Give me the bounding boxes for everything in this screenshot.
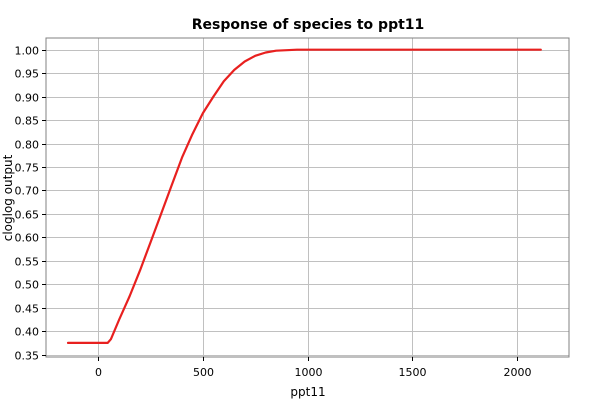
y-tick-label: 0.90 xyxy=(15,92,40,105)
x-tick-label: 500 xyxy=(193,366,214,379)
y-tick-label: 0.85 xyxy=(15,115,40,128)
x-axis-label: ppt11 xyxy=(290,385,325,399)
x-tick-label: 1500 xyxy=(399,366,427,379)
x-tick-label: 2000 xyxy=(504,366,532,379)
chart-title: Response of species to ppt11 xyxy=(192,17,425,33)
y-tick-label: 0.80 xyxy=(15,139,40,152)
y-tick-label: 0.35 xyxy=(15,350,40,363)
y-tick-label: 0.60 xyxy=(15,232,40,245)
y-tick-label: 0.45 xyxy=(15,303,40,316)
series-layer xyxy=(66,48,542,344)
y-tick-label: 1.00 xyxy=(15,45,40,58)
y-tick-label: 0.65 xyxy=(15,209,40,222)
series-line xyxy=(66,48,542,344)
y-tick-label: 0.50 xyxy=(15,279,40,292)
y-tick-label: 0.70 xyxy=(15,185,40,198)
y-tick-label: 0.75 xyxy=(15,162,40,175)
x-tick-label: 1000 xyxy=(295,366,323,379)
y-tick-label: 0.95 xyxy=(15,68,40,81)
y-axis-label: cloglog output xyxy=(1,154,15,241)
y-tick-label: 0.40 xyxy=(15,326,40,339)
plot-frame xyxy=(45,37,570,358)
plot-area xyxy=(46,38,569,357)
x-axis: 0 500 1000 1500 2000 xyxy=(95,357,532,379)
x-tick-label: 0 xyxy=(95,366,102,379)
y-axis: 0.35 0.40 0.45 0.50 0.55 0.60 0.65 0.70 0.75 0.80… xyxy=(15,45,46,363)
y-tick-label: 0.55 xyxy=(15,256,40,269)
